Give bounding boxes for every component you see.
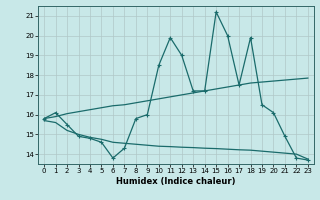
X-axis label: Humidex (Indice chaleur): Humidex (Indice chaleur) [116,177,236,186]
